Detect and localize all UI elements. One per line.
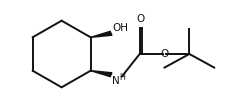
Text: OH: OH bbox=[113, 23, 129, 33]
Polygon shape bbox=[91, 31, 112, 37]
Text: O: O bbox=[160, 49, 169, 59]
Polygon shape bbox=[91, 71, 112, 77]
Text: O: O bbox=[137, 14, 145, 24]
Text: N: N bbox=[112, 76, 120, 86]
Text: H: H bbox=[119, 73, 125, 82]
